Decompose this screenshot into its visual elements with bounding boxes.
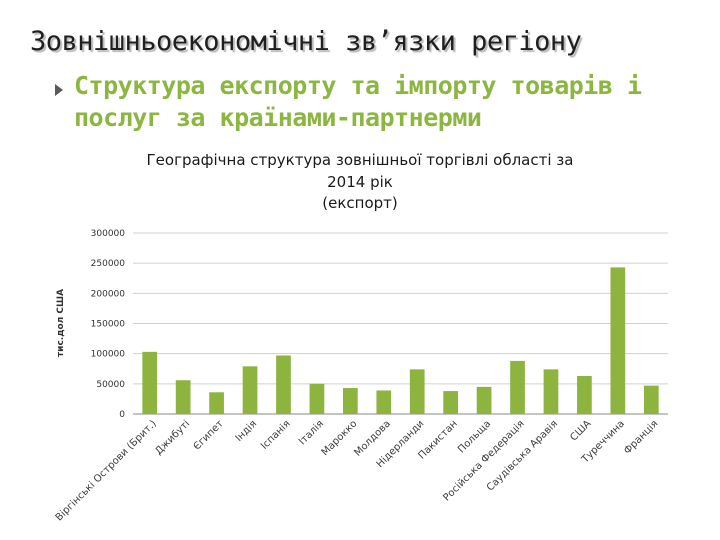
bar (276, 355, 291, 414)
bar (376, 390, 392, 414)
x-tick-label: Іспанія (258, 418, 292, 452)
bar (476, 386, 492, 414)
bar (309, 383, 325, 414)
bullet-arrow-icon (55, 84, 63, 96)
bar (175, 380, 191, 414)
x-tick-label: Італія (296, 418, 326, 448)
bar (510, 360, 525, 414)
subtitle-line-2: послуг за країнами-партнерми (74, 103, 482, 132)
x-tick-label: Індія (233, 418, 259, 444)
chart-title-line-3: (експорт) (322, 194, 397, 212)
bar (342, 388, 358, 414)
y-tick-label: 0 (119, 410, 125, 420)
y-tick-label: 200000 (91, 289, 126, 299)
bar (610, 267, 626, 414)
x-tick-label: Єгипет (192, 418, 226, 452)
bar (209, 392, 224, 414)
x-tick-label: США (568, 418, 593, 443)
bar (443, 391, 459, 414)
bar (643, 385, 659, 414)
bar (409, 369, 425, 414)
bar (242, 366, 258, 414)
y-tick-label: 150000 (91, 320, 126, 330)
y-axis-label: тис.дол США (56, 289, 66, 357)
subtitle-line-1: Структура експорту та імпорту товарів і (74, 71, 642, 100)
bar (142, 351, 158, 414)
x-tick-label: Франція (621, 418, 660, 457)
chart-title-line-2: 2014 рік (327, 173, 393, 191)
bar (577, 375, 592, 414)
subtitle: Структура експорту та імпорту товарів і … (74, 70, 694, 134)
bar (543, 369, 559, 414)
x-tick-label: Віргінські Острови (Брит.) (53, 418, 159, 524)
x-tick-label: Джибуті (153, 418, 193, 458)
y-tick-label: 300000 (91, 229, 126, 239)
main-title: Зовнішньоекономічні зв’язки регіону (30, 26, 582, 57)
y-tick-label: 50000 (96, 380, 125, 390)
chart-title-line-1: Географічна структура зовнішньої торгівл… (147, 151, 574, 169)
y-tick-label: 100000 (91, 350, 126, 360)
y-tick-label: 250000 (91, 259, 126, 269)
